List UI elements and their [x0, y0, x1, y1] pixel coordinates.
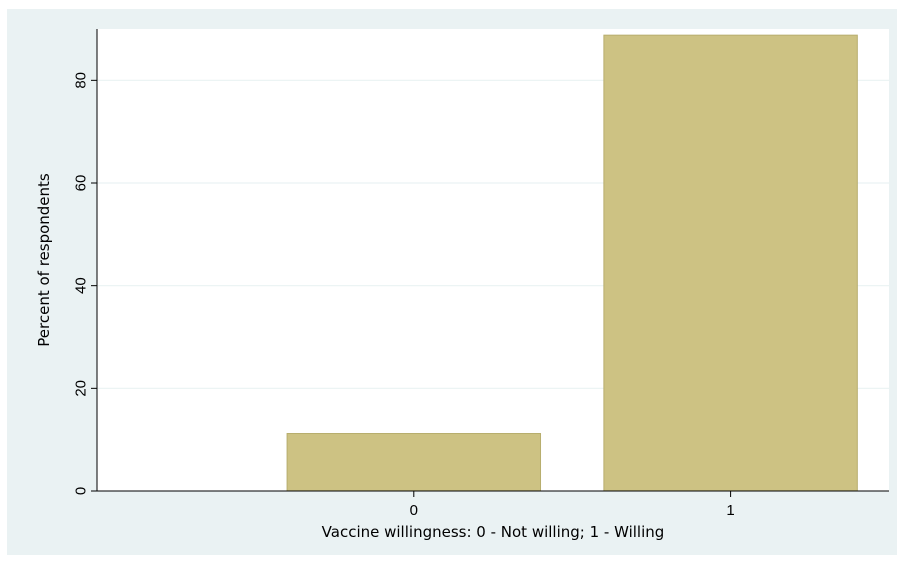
- y-axis-title: Percent of respondents: [35, 173, 53, 347]
- bars: [286, 34, 858, 492]
- y-tick-label: 80: [72, 72, 89, 89]
- axes: [96, 29, 889, 492]
- y-ticks: 0 20 40 60 80: [72, 72, 97, 495]
- x-axis-title: Vaccine willingness: 0 - Not willing; 1 …: [322, 523, 665, 541]
- x-tick-label: 0: [410, 502, 418, 519]
- x-tick-label: 1: [726, 502, 734, 519]
- y-tick-label: 60: [72, 175, 89, 192]
- y-tick-label: 0: [72, 487, 89, 495]
- y-tick-label: 20: [72, 380, 89, 397]
- bar-1: [603, 34, 858, 492]
- bar-0: [286, 433, 542, 492]
- y-tick-label: 40: [72, 277, 89, 294]
